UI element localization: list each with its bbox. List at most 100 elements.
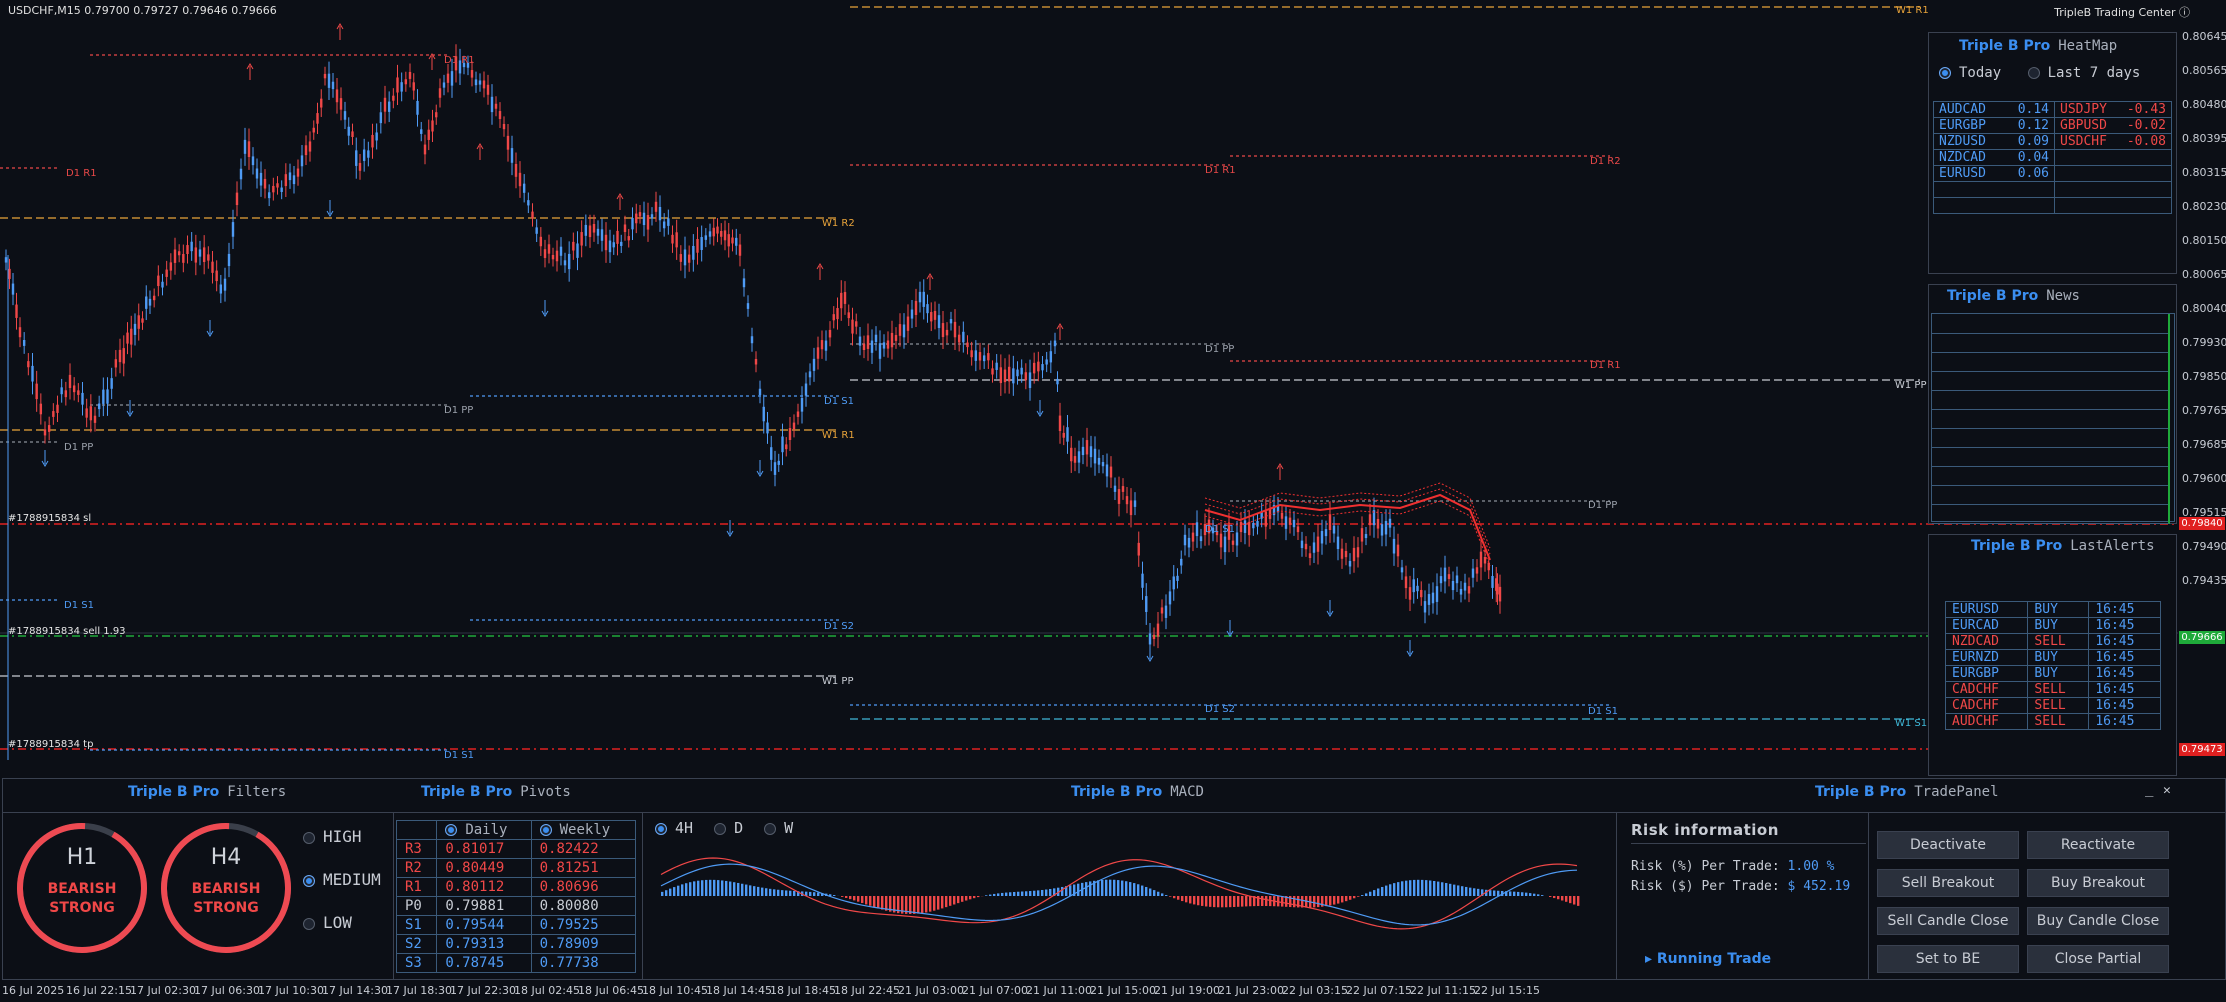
filter-level-low[interactable]: LOW bbox=[303, 913, 352, 932]
option-last-7-days[interactable]: Last 7 days bbox=[2027, 65, 2140, 81]
macd-tf-4h[interactable]: 4H bbox=[655, 819, 693, 837]
news-row[interactable] bbox=[1932, 371, 2170, 391]
alert-row[interactable]: EURGBP BUY 16:45 bbox=[1944, 665, 2161, 682]
news-row[interactable] bbox=[1932, 504, 2170, 524]
news-row[interactable] bbox=[1932, 333, 2170, 353]
price-chart[interactable]: USDCHF,M15 0.79700 0.79727 0.79646 0.796… bbox=[0, 0, 2226, 776]
filter-level-high[interactable]: HIGH bbox=[303, 827, 362, 846]
macd-histogram-bar bbox=[1297, 896, 1300, 908]
candle-body bbox=[982, 355, 986, 362]
level-label-d1-r1-prev: D1 R1 bbox=[66, 168, 97, 179]
alert-row[interactable]: CADCHF SELL 16:45 bbox=[1944, 681, 2161, 698]
candle-body bbox=[616, 230, 619, 244]
news-row[interactable] bbox=[1932, 466, 2170, 486]
macd-histogram-bar bbox=[977, 896, 980, 898]
macd-histogram-bar bbox=[1277, 896, 1280, 907]
alert-pair: CADCHF bbox=[1944, 697, 2029, 714]
arrow-head bbox=[246, 63, 254, 70]
close-partial-button[interactable]: Close Partial bbox=[2027, 945, 2169, 973]
pivot-daily: 0.79544 bbox=[436, 915, 532, 935]
macd-histogram-bar bbox=[1493, 890, 1496, 896]
candle-body bbox=[43, 429, 47, 436]
envelope-line bbox=[1204, 488, 1491, 555]
candle-body bbox=[450, 71, 454, 86]
order-entry-label[interactable]: #1788915834 sell 1.93 bbox=[8, 626, 126, 637]
news-row[interactable] bbox=[1932, 485, 2170, 505]
candle-body bbox=[1404, 576, 1408, 589]
filter-level-medium[interactable]: MEDIUM bbox=[303, 870, 381, 889]
chart-canvas[interactable] bbox=[0, 0, 2226, 776]
time-label: 16 Jul 22:15 bbox=[66, 984, 132, 997]
close-icon[interactable]: ✕ bbox=[2163, 783, 2171, 798]
macd-histogram-bar bbox=[773, 889, 776, 896]
macd-histogram-bar bbox=[745, 884, 748, 896]
candle-body bbox=[858, 336, 862, 346]
candle-body bbox=[227, 253, 231, 267]
pivots-table: Daily Weekly R3 0.81017 0.82422 R2 0.80449 0.… bbox=[395, 820, 637, 973]
news-list[interactable] bbox=[1931, 313, 2175, 524]
sell-candle-close-button[interactable]: Sell Candle Close bbox=[1877, 907, 2019, 935]
pivots-daily-header[interactable]: Daily bbox=[436, 820, 532, 840]
set-to-be-button[interactable]: Set to BE bbox=[1877, 945, 2019, 973]
order-tp-label[interactable]: #1788915834 tp bbox=[8, 739, 94, 750]
candle-body bbox=[723, 230, 727, 241]
macd-histogram-bar bbox=[921, 896, 924, 914]
running-trade-toggle[interactable]: ▸ Running Trade bbox=[1645, 951, 1771, 967]
time-label: 22 Jul 11:15 bbox=[1410, 984, 1476, 997]
candle-body bbox=[251, 156, 255, 166]
arrow-head bbox=[1146, 655, 1154, 662]
buy-candle-close-button[interactable]: Buy Candle Close bbox=[2027, 907, 2169, 935]
candle-body bbox=[1129, 500, 1133, 516]
alert-row[interactable]: EURUSD BUY 16:45 bbox=[1944, 601, 2161, 618]
buy-breakout-button[interactable]: Buy Breakout bbox=[2027, 869, 2169, 897]
order-sl-label[interactable]: #1788915834 sl bbox=[8, 513, 92, 524]
arrow-head bbox=[326, 210, 334, 217]
arrow-head bbox=[1056, 323, 1064, 330]
alert-row[interactable]: EURCAD BUY 16:45 bbox=[1944, 617, 2161, 634]
macd-tf-w[interactable]: W bbox=[764, 819, 793, 837]
news-row[interactable] bbox=[1932, 352, 2170, 372]
news-row[interactable] bbox=[1932, 409, 2170, 429]
option-today[interactable]: Today bbox=[1939, 65, 2001, 81]
news-name: News bbox=[2046, 288, 2080, 304]
candle-body bbox=[547, 244, 551, 254]
heatmap-panel: Triple B Pro HeatMap Today Last 7 days AU… bbox=[1928, 32, 2177, 274]
candle-body bbox=[1284, 516, 1288, 529]
level-label-w1-s1: W1 S1 bbox=[1895, 718, 1928, 729]
macd-tf-d[interactable]: D bbox=[714, 819, 743, 837]
macd-histogram-bar bbox=[833, 895, 836, 896]
minimize-icon[interactable]: _ bbox=[2145, 781, 2154, 797]
news-row[interactable] bbox=[1932, 428, 2170, 448]
candle-body bbox=[937, 315, 941, 328]
alert-row[interactable]: AUDCHF SELL 16:45 bbox=[1944, 713, 2161, 730]
candle-body bbox=[1066, 427, 1069, 442]
alert-row[interactable]: EURNZD BUY 16:45 bbox=[1944, 649, 2161, 666]
news-row[interactable] bbox=[1932, 390, 2170, 410]
signal-arrows bbox=[41, 23, 1414, 662]
candle-body bbox=[490, 96, 494, 113]
alert-pair: EURCAD bbox=[1944, 617, 2029, 634]
candle-body bbox=[211, 261, 214, 273]
reactivate-button[interactable]: Reactivate bbox=[2027, 831, 2169, 859]
candle-body bbox=[169, 262, 173, 271]
pivot-label: R2 bbox=[395, 858, 438, 878]
alert-row[interactable]: NZDCAD SELL 16:45 bbox=[1944, 633, 2161, 650]
news-row[interactable] bbox=[1932, 314, 2170, 334]
candle-body bbox=[898, 324, 902, 336]
deactivate-button[interactable]: Deactivate bbox=[1877, 831, 2019, 859]
candle-body bbox=[926, 304, 929, 314]
pivots-weekly-header[interactable]: Weekly bbox=[530, 820, 637, 840]
macd-histogram-bar bbox=[841, 896, 844, 897]
macd-histogram-bar bbox=[785, 890, 788, 896]
risk-pct-row: Risk (%) Per Trade: 1.00 % bbox=[1631, 859, 1835, 874]
alert-row[interactable]: CADCHF SELL 16:45 bbox=[1944, 697, 2161, 714]
macd-histogram-bar bbox=[949, 896, 952, 906]
sell-breakout-button[interactable]: Sell Breakout bbox=[1877, 869, 2019, 897]
filters-title: Triple B Pro Filters bbox=[128, 784, 286, 800]
news-row[interactable] bbox=[1932, 447, 2170, 467]
candle-body bbox=[941, 323, 945, 338]
macd-histogram-bar bbox=[1249, 896, 1252, 907]
candle-body bbox=[462, 62, 466, 68]
candle-body bbox=[1312, 542, 1316, 553]
macd-histogram-bar bbox=[1285, 896, 1288, 907]
